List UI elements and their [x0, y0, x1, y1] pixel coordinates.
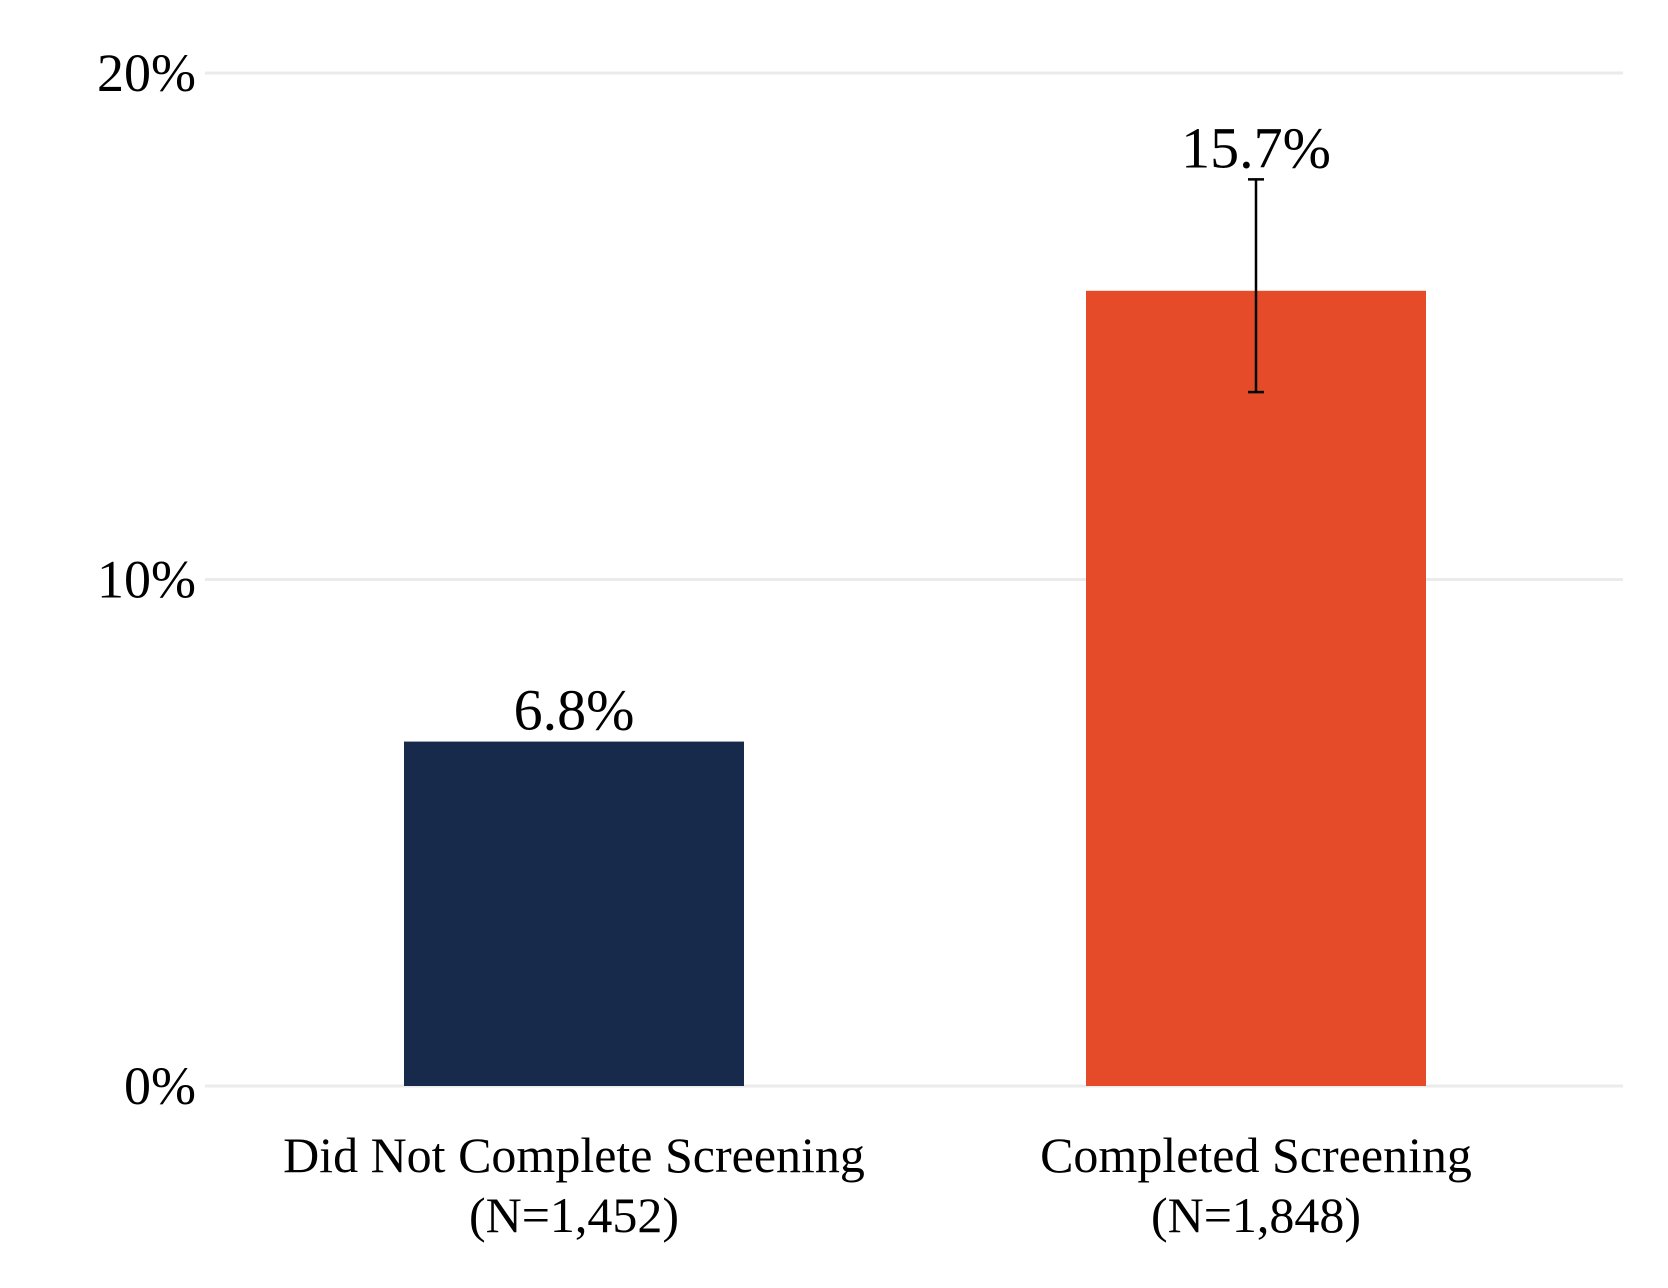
x-tick-sublabel: (N=1,848)	[1151, 1187, 1361, 1243]
data-label: 6.8%	[514, 678, 635, 743]
data-label: 15.7%	[1181, 115, 1331, 180]
x-tick-label: Did Not Complete Screening	[283, 1127, 865, 1183]
labels: 0%10%20%6.8%Did Not Complete Screening(N…	[97, 43, 1472, 1243]
error-bar	[1248, 178, 1264, 394]
y-tick-label: 20%	[97, 43, 196, 103]
x-tick-label: Completed Screening	[1040, 1127, 1472, 1183]
bars	[404, 290, 1426, 1086]
bar	[1086, 290, 1426, 1086]
y-tick-label: 10%	[97, 550, 196, 610]
x-tick-sublabel: (N=1,452)	[469, 1187, 679, 1243]
error-bars	[1248, 178, 1264, 394]
bar	[404, 741, 744, 1086]
y-tick-label: 0%	[124, 1056, 196, 1116]
